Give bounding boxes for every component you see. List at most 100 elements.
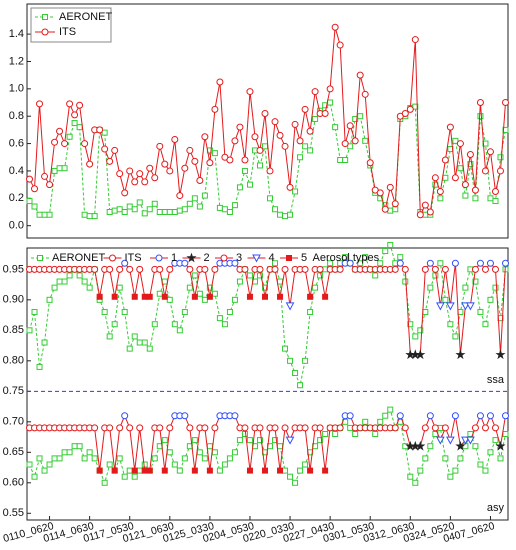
- marker: [126, 424, 134, 432]
- marker: [447, 473, 454, 480]
- marker: [256, 272, 263, 279]
- marker: [362, 418, 369, 425]
- marker: [46, 181, 54, 189]
- marker: [136, 424, 144, 432]
- marker: [51, 455, 58, 462]
- marker: [131, 206, 138, 213]
- marker: [496, 167, 504, 175]
- marker: [220, 254, 228, 262]
- legend-label: AERONET: [59, 11, 112, 23]
- marker: [91, 213, 98, 220]
- marker: [106, 424, 114, 432]
- marker: [86, 213, 93, 220]
- marker: [277, 467, 284, 474]
- marker: [422, 309, 429, 316]
- marker: [436, 436, 445, 445]
- marker: [136, 265, 144, 273]
- marker: [226, 156, 234, 164]
- marker: [51, 284, 58, 291]
- marker: [116, 424, 124, 432]
- legend-label: ITS: [125, 252, 142, 264]
- legend-label: 4: [269, 252, 275, 264]
- marker: [146, 293, 153, 300]
- y-tick-label: 0.60: [3, 477, 24, 489]
- marker: [131, 178, 139, 186]
- marker: [146, 345, 153, 352]
- marker: [191, 467, 198, 474]
- marker: [342, 254, 349, 261]
- marker: [201, 424, 209, 432]
- marker: [256, 146, 264, 154]
- marker: [451, 412, 459, 420]
- marker: [161, 293, 168, 300]
- marker: [131, 473, 138, 480]
- marker: [51, 167, 58, 174]
- marker: [186, 200, 193, 207]
- marker: [312, 115, 319, 122]
- marker: [236, 437, 243, 444]
- y-tick-label: 0.75: [3, 385, 24, 397]
- marker: [402, 278, 409, 285]
- marker: [296, 137, 304, 145]
- marker: [201, 265, 209, 273]
- marker: [407, 321, 414, 328]
- marker: [432, 272, 439, 279]
- marker: [171, 321, 178, 328]
- marker: [131, 467, 138, 474]
- marker: [481, 167, 489, 175]
- marker: [96, 467, 103, 474]
- marker: [42, 14, 48, 20]
- y-tick-label: 0.6: [9, 137, 24, 149]
- legend-box: [30, 7, 112, 43]
- marker: [457, 455, 464, 462]
- marker: [186, 284, 193, 291]
- marker: [381, 205, 389, 213]
- marker: [151, 455, 158, 462]
- marker: [76, 443, 83, 450]
- marker: [461, 436, 470, 445]
- marker: [331, 23, 339, 31]
- marker: [422, 455, 429, 462]
- legend-label: AERONET: [52, 252, 105, 264]
- marker: [226, 455, 233, 462]
- marker: [302, 461, 309, 468]
- marker: [236, 278, 243, 285]
- marker: [426, 208, 434, 216]
- marker: [131, 333, 138, 340]
- marker: [387, 406, 394, 413]
- marker: [267, 195, 274, 202]
- marker: [417, 467, 424, 474]
- marker: [126, 345, 133, 352]
- marker: [246, 467, 253, 474]
- marker: [31, 309, 38, 316]
- marker: [231, 202, 238, 209]
- legend-label: ITS: [59, 26, 76, 38]
- marker: [466, 151, 474, 159]
- marker: [71, 120, 78, 127]
- marker: [471, 265, 479, 273]
- marker: [81, 140, 89, 148]
- marker: [61, 140, 69, 148]
- marker: [491, 424, 499, 432]
- marker: [86, 160, 94, 168]
- marker: [141, 339, 148, 346]
- marker: [146, 467, 153, 474]
- marker: [106, 265, 114, 273]
- marker: [91, 265, 99, 273]
- marker: [156, 209, 163, 215]
- marker: [126, 203, 133, 210]
- y-tick-label: 1.0: [9, 83, 24, 95]
- marker: [261, 293, 268, 300]
- marker: [161, 467, 168, 474]
- marker: [451, 259, 459, 267]
- marker: [109, 254, 116, 262]
- marker: [436, 302, 445, 311]
- marker: [476, 259, 484, 267]
- marker: [376, 189, 384, 197]
- marker: [431, 424, 439, 432]
- marker: [216, 78, 224, 86]
- marker: [281, 265, 289, 273]
- marker: [131, 293, 138, 300]
- marker: [76, 124, 83, 131]
